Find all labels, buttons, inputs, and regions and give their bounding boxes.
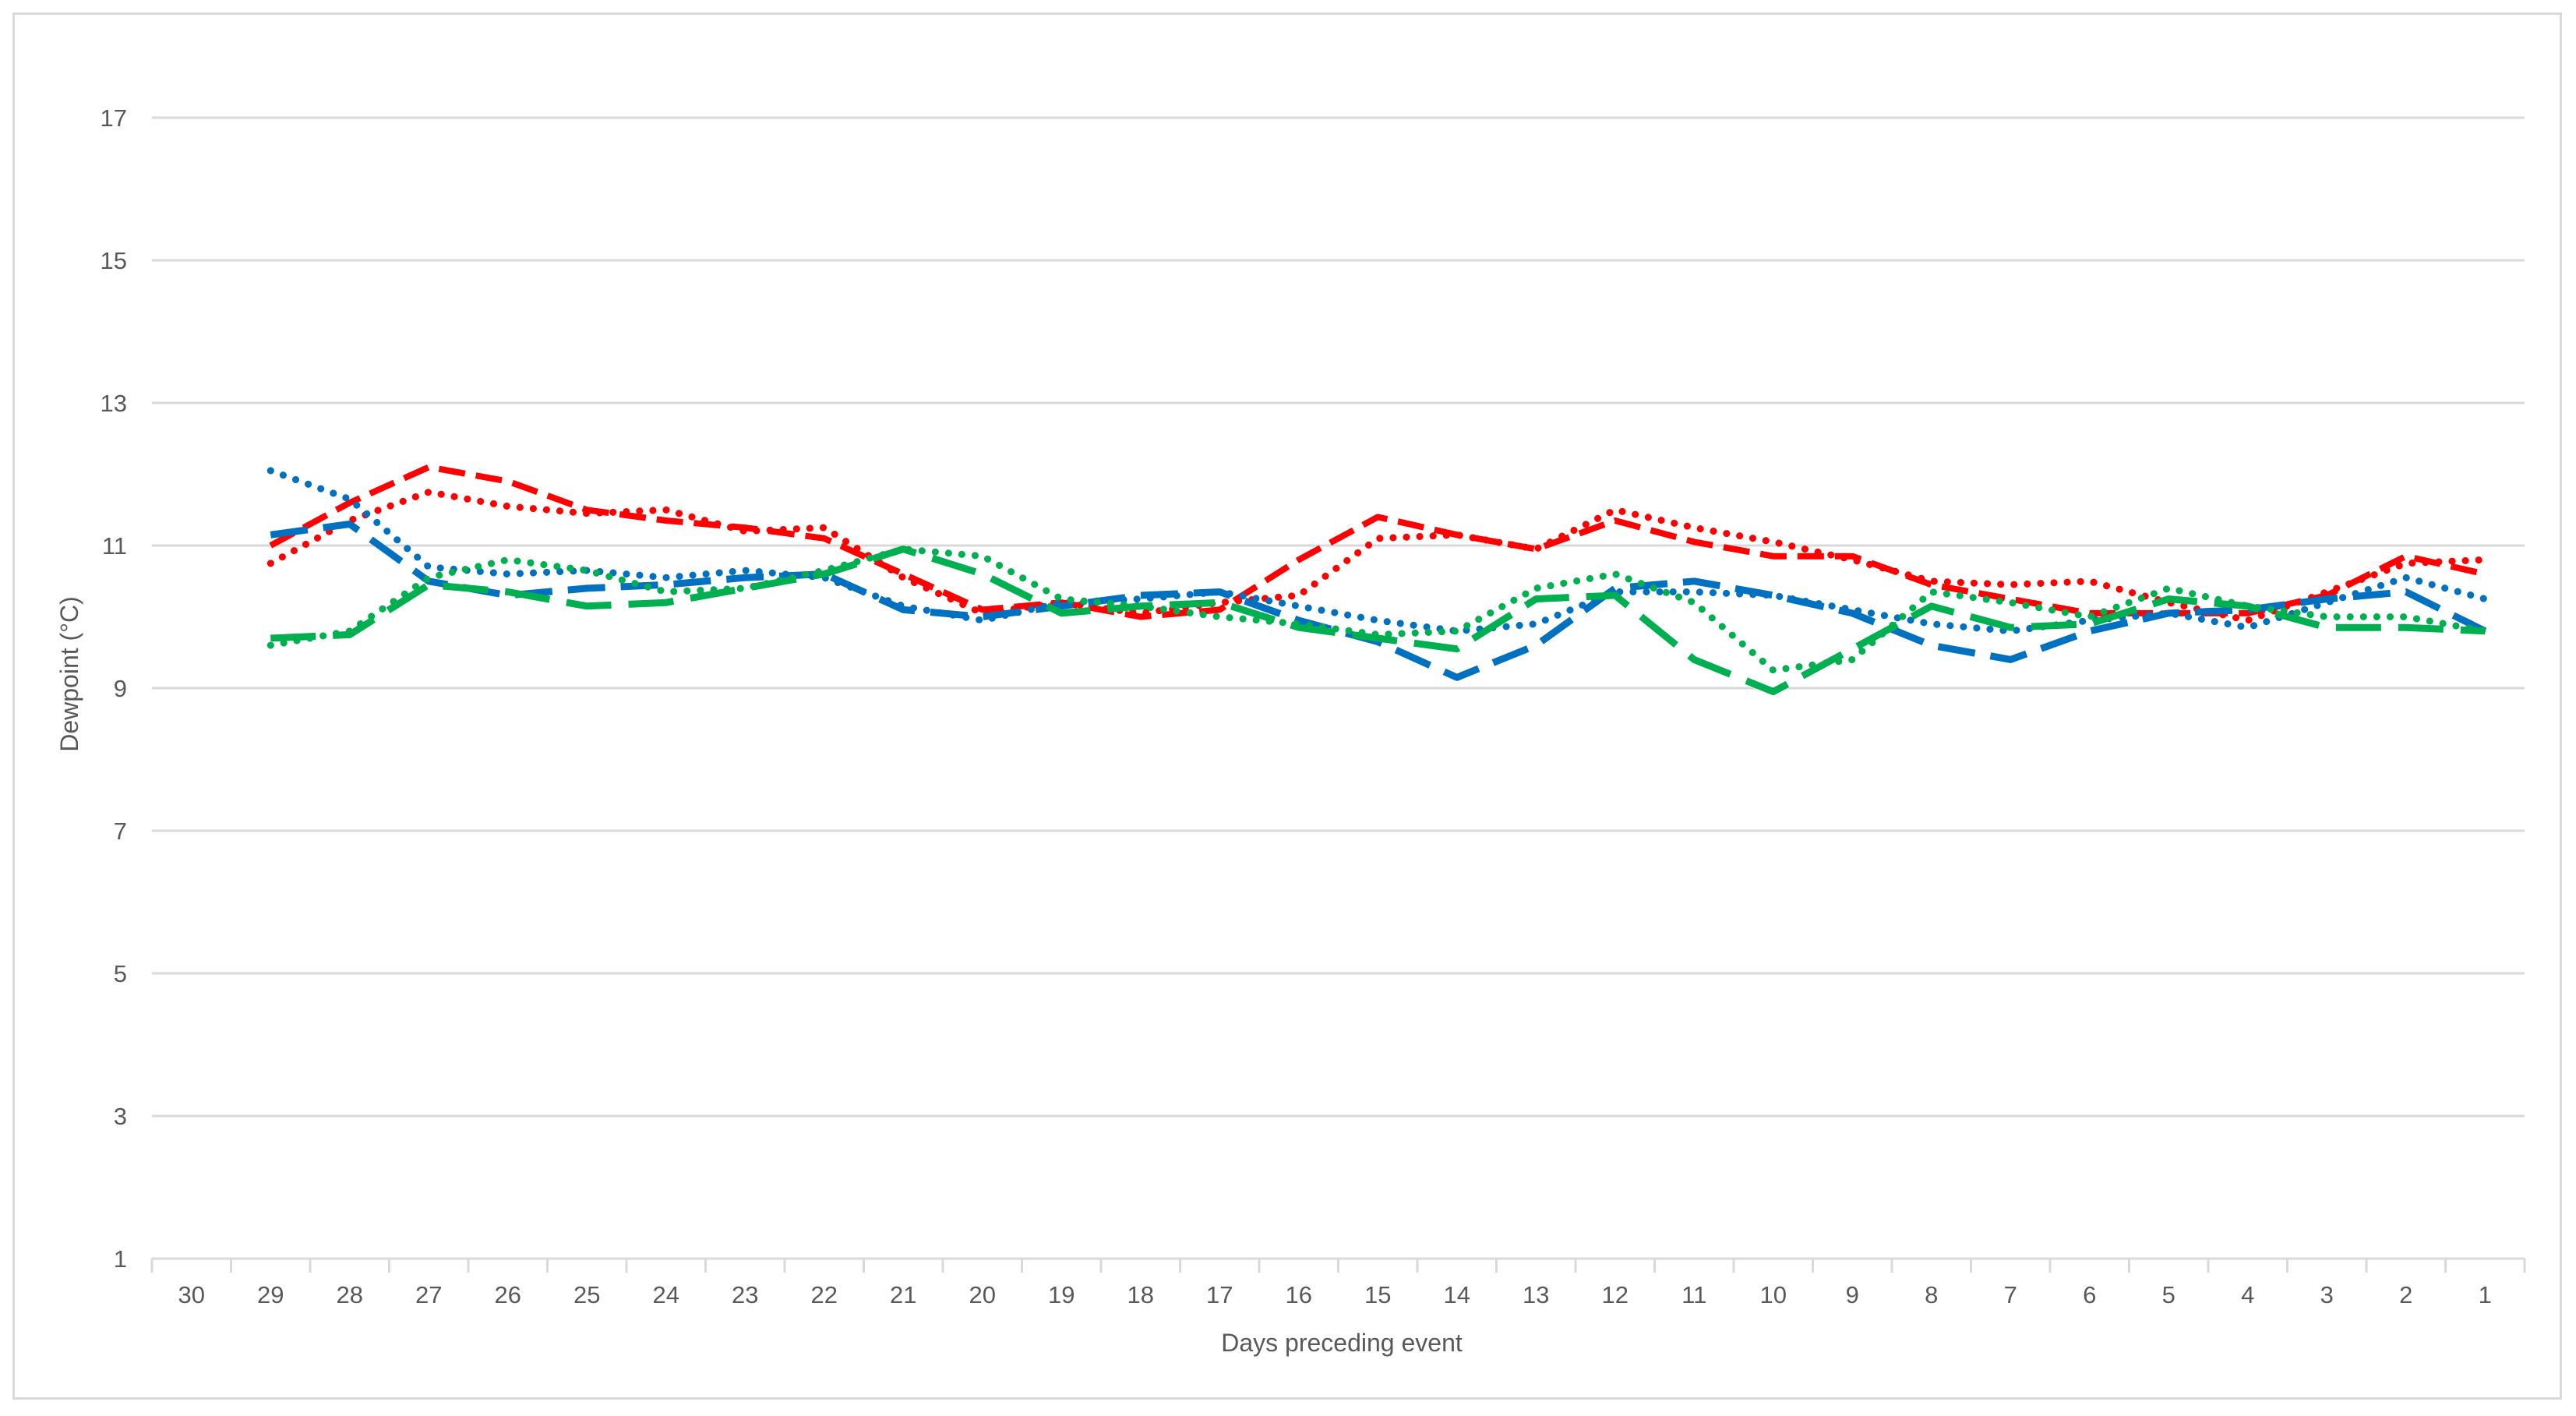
y-tick-label: 11 <box>102 532 127 560</box>
x-tick-label: 30 <box>178 1281 205 1308</box>
x-tick-label: 11 <box>1681 1281 1706 1308</box>
series-line-red-dashed <box>269 464 2486 620</box>
series-line-green-dotted <box>266 546 2489 674</box>
x-tick-label: 28 <box>337 1281 363 1308</box>
x-tick-label: 4 <box>2241 1281 2254 1308</box>
gridlines <box>152 116 2525 1260</box>
x-tick-label: 14 <box>1444 1281 1470 1308</box>
x-tick-label: 5 <box>2162 1281 2175 1308</box>
x-tick-label: 3 <box>2320 1281 2334 1308</box>
x-tick-label: 23 <box>732 1281 758 1308</box>
x-tick-label: 9 <box>1846 1281 1859 1308</box>
x-tick-label: 10 <box>1760 1281 1787 1308</box>
y-tick-label: 9 <box>114 675 127 702</box>
x-tick-label: 24 <box>653 1281 679 1308</box>
series-line-red-dotted <box>266 488 2489 624</box>
chart-frame <box>12 12 2562 1400</box>
x-tick-label: 21 <box>890 1281 916 1308</box>
x-tick-label: 22 <box>811 1281 838 1308</box>
series-line-blue-dotted <box>266 467 2489 635</box>
x-tick-label: 1 <box>2479 1281 2492 1308</box>
x-tick-label: 27 <box>415 1281 442 1308</box>
x-tick-label: 18 <box>1127 1281 1154 1308</box>
x-tick-label: 15 <box>1364 1281 1391 1308</box>
x-tick-label: 12 <box>1602 1281 1629 1308</box>
x-tick-label: 29 <box>257 1281 284 1308</box>
x-tick-label: 20 <box>969 1281 996 1308</box>
x-tick-label: 17 <box>1206 1281 1233 1308</box>
x-tick-label: 8 <box>1925 1281 1938 1308</box>
x-tick-label: 26 <box>495 1281 521 1308</box>
y-tick-label: 15 <box>101 247 127 274</box>
x-tick-label: 6 <box>2083 1281 2096 1308</box>
x-tick-label: 13 <box>1523 1281 1549 1308</box>
y-tick-label: 5 <box>114 960 127 987</box>
y-tick-label: 17 <box>101 104 127 132</box>
x-axis: 30 29 28 27 26 25 24 23 22 21 20 19 18 17 16 15 14 13 12 11… <box>150 1257 2526 1308</box>
y-tick-label: 13 <box>101 390 127 417</box>
series-line-green-dashed <box>270 546 2486 696</box>
x-tick-label: 2 <box>2399 1281 2412 1308</box>
x-tick-label: 16 <box>1286 1281 1312 1308</box>
x-tick-label: 19 <box>1048 1281 1075 1308</box>
y-axis-label: Dewpoint (°C) <box>55 596 83 752</box>
series-layer <box>266 464 2489 696</box>
y-tick-label: 3 <box>114 1103 127 1130</box>
x-axis-label: Days preceding event <box>1221 1329 1463 1357</box>
x-tick-label: 7 <box>2004 1281 2017 1308</box>
y-tick-label: 1 <box>114 1245 127 1273</box>
y-tick-label: 7 <box>114 817 127 845</box>
x-tick-label: 25 <box>573 1281 600 1308</box>
